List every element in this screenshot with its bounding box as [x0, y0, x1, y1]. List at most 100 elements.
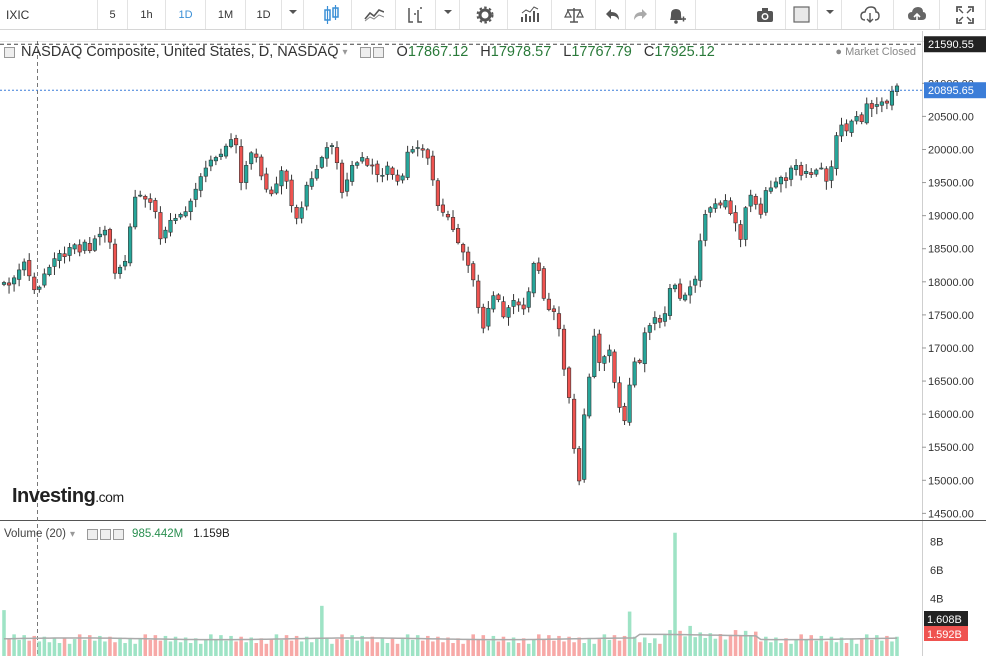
- candle[interactable]: [667, 288, 673, 316]
- candle[interactable]: [849, 120, 854, 133]
- candle[interactable]: [546, 298, 551, 310]
- candle[interactable]: [854, 116, 859, 122]
- candle[interactable]: [128, 226, 133, 264]
- candle[interactable]: [456, 228, 461, 244]
- candle[interactable]: [834, 135, 839, 169]
- title-chevron-down-icon[interactable]: ▾: [342, 46, 348, 58]
- fullscreen-icon[interactable]: [944, 0, 986, 29]
- candle[interactable]: [47, 266, 52, 275]
- candle[interactable]: [486, 307, 491, 327]
- candle[interactable]: [390, 167, 395, 175]
- candle[interactable]: [526, 291, 531, 308]
- chevron-down-icon[interactable]: [282, 0, 304, 29]
- candle[interactable]: [839, 124, 844, 137]
- candle[interactable]: [859, 114, 864, 122]
- interval-1h-button[interactable]: 1h: [128, 0, 166, 29]
- candle[interactable]: [531, 262, 536, 294]
- candle[interactable]: [783, 177, 789, 181]
- candle[interactable]: [733, 212, 738, 224]
- candle[interactable]: [844, 123, 849, 132]
- candle[interactable]: [864, 103, 869, 124]
- candle[interactable]: [889, 90, 895, 106]
- candle[interactable]: [632, 361, 637, 386]
- candle[interactable]: [556, 313, 562, 330]
- candle[interactable]: [647, 325, 652, 333]
- candle[interactable]: [506, 307, 511, 318]
- candle[interactable]: [289, 179, 294, 207]
- scales-icon[interactable]: [552, 0, 596, 29]
- candle[interactable]: [582, 414, 587, 480]
- candle[interactable]: [380, 174, 385, 177]
- camera-icon[interactable]: [744, 0, 786, 29]
- candle[interactable]: [894, 85, 900, 92]
- candle[interactable]: [370, 164, 375, 167]
- candlestick-icon[interactable]: [310, 0, 352, 29]
- candle[interactable]: [52, 258, 57, 267]
- symbol-search-input[interactable]: IXIC: [0, 0, 98, 29]
- candle[interactable]: [874, 104, 879, 107]
- candle[interactable]: [551, 308, 556, 312]
- candle[interactable]: [430, 155, 435, 181]
- volume-gear-icon[interactable]: [100, 528, 112, 540]
- candle[interactable]: [329, 145, 335, 148]
- candle[interactable]: [461, 244, 466, 253]
- candle[interactable]: [259, 156, 264, 177]
- candle[interactable]: [627, 384, 632, 423]
- interval-1D-button[interactable]: 1D: [166, 0, 206, 29]
- candle[interactable]: [309, 178, 314, 187]
- candle[interactable]: [435, 180, 440, 207]
- candle[interactable]: [319, 157, 324, 168]
- candle[interactable]: [617, 382, 622, 408]
- candle[interactable]: [677, 283, 683, 299]
- color-square-icon[interactable]: [786, 0, 818, 29]
- candle[interactable]: [244, 165, 249, 183]
- candle[interactable]: [67, 247, 72, 256]
- candle[interactable]: [425, 149, 430, 159]
- candle[interactable]: [788, 167, 794, 180]
- candle[interactable]: [203, 167, 208, 177]
- candle[interactable]: [269, 189, 274, 195]
- candle[interactable]: [375, 163, 380, 175]
- candle[interactable]: [587, 376, 592, 417]
- candle[interactable]: [693, 278, 698, 286]
- candle[interactable]: [92, 238, 97, 251]
- candle[interactable]: [82, 241, 87, 251]
- candle[interactable]: [208, 159, 213, 167]
- candle[interactable]: [400, 175, 405, 181]
- candle[interactable]: [97, 233, 102, 238]
- candle[interactable]: [72, 244, 77, 250]
- candle[interactable]: [612, 351, 617, 383]
- candle[interactable]: [698, 240, 703, 281]
- candle[interactable]: [794, 165, 799, 170]
- candle[interactable]: [1, 282, 7, 285]
- candle[interactable]: [884, 100, 889, 104]
- interval-1D-button[interactable]: 1D: [246, 0, 282, 29]
- candle[interactable]: [355, 162, 360, 166]
- candle[interactable]: [123, 260, 128, 267]
- candle[interactable]: [420, 148, 425, 151]
- candle[interactable]: [112, 243, 118, 274]
- candle[interactable]: [117, 266, 123, 274]
- candle[interactable]: [758, 203, 763, 215]
- candle[interactable]: [138, 194, 143, 197]
- candle[interactable]: [748, 194, 753, 207]
- candle[interactable]: [168, 219, 173, 233]
- candle[interactable]: [213, 157, 218, 162]
- candle[interactable]: [405, 151, 410, 178]
- candle[interactable]: [148, 198, 153, 203]
- candle[interactable]: [42, 273, 47, 286]
- collapse-legend-icon[interactable]: [4, 46, 15, 58]
- candle[interactable]: [254, 153, 259, 158]
- candle[interactable]: [228, 139, 234, 147]
- candle[interactable]: [471, 263, 476, 281]
- candle[interactable]: [334, 147, 340, 164]
- candle[interactable]: [566, 367, 572, 398]
- candle[interactable]: [385, 165, 390, 175]
- candle[interactable]: [102, 229, 107, 236]
- candle[interactable]: [622, 406, 627, 422]
- candle[interactable]: [501, 301, 506, 318]
- candle[interactable]: [824, 168, 829, 182]
- candle[interactable]: [778, 176, 784, 185]
- indicator-icon[interactable]: [396, 0, 436, 29]
